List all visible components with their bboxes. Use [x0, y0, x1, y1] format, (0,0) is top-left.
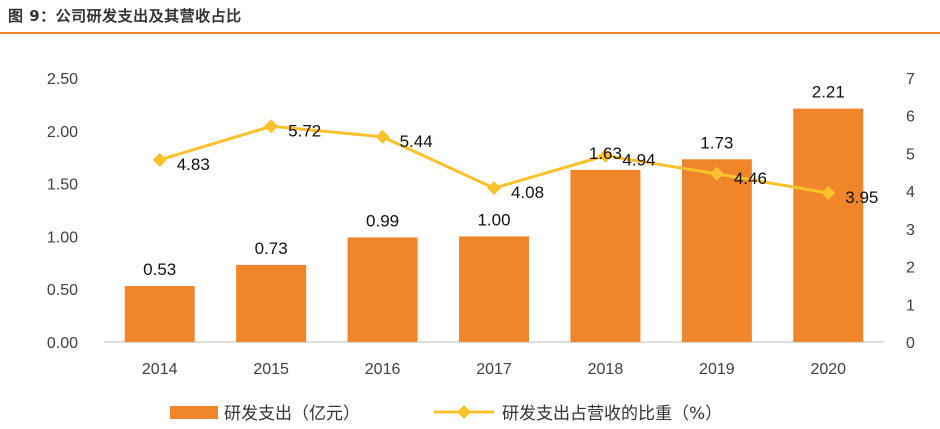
line-data-label: 4.83 [177, 155, 210, 174]
y-right-tick-label: 2 [906, 260, 915, 277]
title-divider [0, 32, 940, 34]
labels-layer: 0.53 0.73 0.99 1.00 1.63 1.73 2.21 4.83 5.72 5.44… [143, 83, 878, 279]
legend-line-marker [457, 405, 471, 419]
x-tick-label: 2017 [476, 361, 512, 378]
bar-data-label: 1.00 [477, 210, 510, 229]
y-right-tick-label: 6 [906, 109, 915, 126]
line-data-label: 4.08 [511, 183, 544, 202]
y-right-tick-label: 0 [906, 335, 915, 352]
x-tick-label: 2014 [142, 361, 178, 378]
bar [793, 108, 864, 343]
y-left-tick-label: 2.50 [47, 71, 78, 88]
line-data-label: 4.94 [622, 151, 655, 170]
bar [681, 159, 752, 342]
y-left-tick-label: 2.00 [47, 124, 78, 141]
y-left-tick-label: 1.50 [47, 177, 78, 194]
bars-layer [124, 108, 864, 343]
legend-bar-label: 研发支出（亿元） [224, 404, 360, 424]
y-left-tick-label: 0.00 [47, 335, 78, 352]
line-layer [152, 119, 836, 201]
y-right-tick-label: 3 [906, 222, 915, 239]
x-tick-label: 2016 [365, 361, 401, 378]
bar [347, 237, 418, 342]
bar-data-label: 0.53 [143, 260, 176, 279]
x-tick-label: 2015 [253, 361, 289, 378]
figure-title: 图 9：公司研发支出及其营收占比 [8, 7, 242, 25]
line-data-label: 3.95 [845, 188, 878, 207]
y-left-tick-label: 0.50 [47, 282, 78, 299]
legend: 研发支出（亿元） 研发支出占营收的比重（%） [170, 404, 722, 424]
y-right-tick-label: 7 [906, 71, 915, 88]
bar-data-label: 1.73 [700, 133, 733, 152]
line-point-marker [598, 148, 613, 163]
line-point-marker [264, 119, 279, 134]
x-tick-label: 2018 [588, 361, 624, 378]
legend-line-label: 研发支出占营收的比重（%） [502, 404, 722, 424]
legend-bar-swatch [170, 406, 218, 419]
bar [236, 264, 307, 342]
bar-data-label: 0.73 [255, 239, 288, 258]
y-right-tick-label: 5 [906, 146, 915, 163]
line-point-marker [821, 186, 836, 201]
y-right-tick-label: 4 [906, 184, 915, 201]
line-point-marker [487, 181, 501, 196]
x-tick-label: 2020 [810, 361, 846, 378]
y-right-tick-label: 1 [906, 297, 915, 314]
line-point-marker [152, 152, 167, 167]
bar [459, 236, 529, 342]
line-point-marker [375, 129, 390, 144]
bar-data-label: 1.63 [589, 144, 622, 163]
bar [570, 169, 641, 342]
bar-data-label: 0.99 [366, 211, 399, 230]
bar [124, 286, 195, 342]
line-point-marker [709, 166, 724, 181]
line-data-label: 4.46 [734, 169, 767, 188]
y-left-tick-label: 1.00 [47, 229, 78, 246]
line-data-label: 5.72 [288, 121, 321, 140]
line-data-label: 5.44 [400, 132, 433, 151]
x-tick-label: 2019 [699, 361, 735, 378]
axes-layer: 0.00 0.50 1.00 1.50 2.00 2.50 0 1 2 3 4 5 6 7 2014 2015… [47, 71, 915, 378]
bar-data-label: 2.21 [812, 83, 845, 102]
